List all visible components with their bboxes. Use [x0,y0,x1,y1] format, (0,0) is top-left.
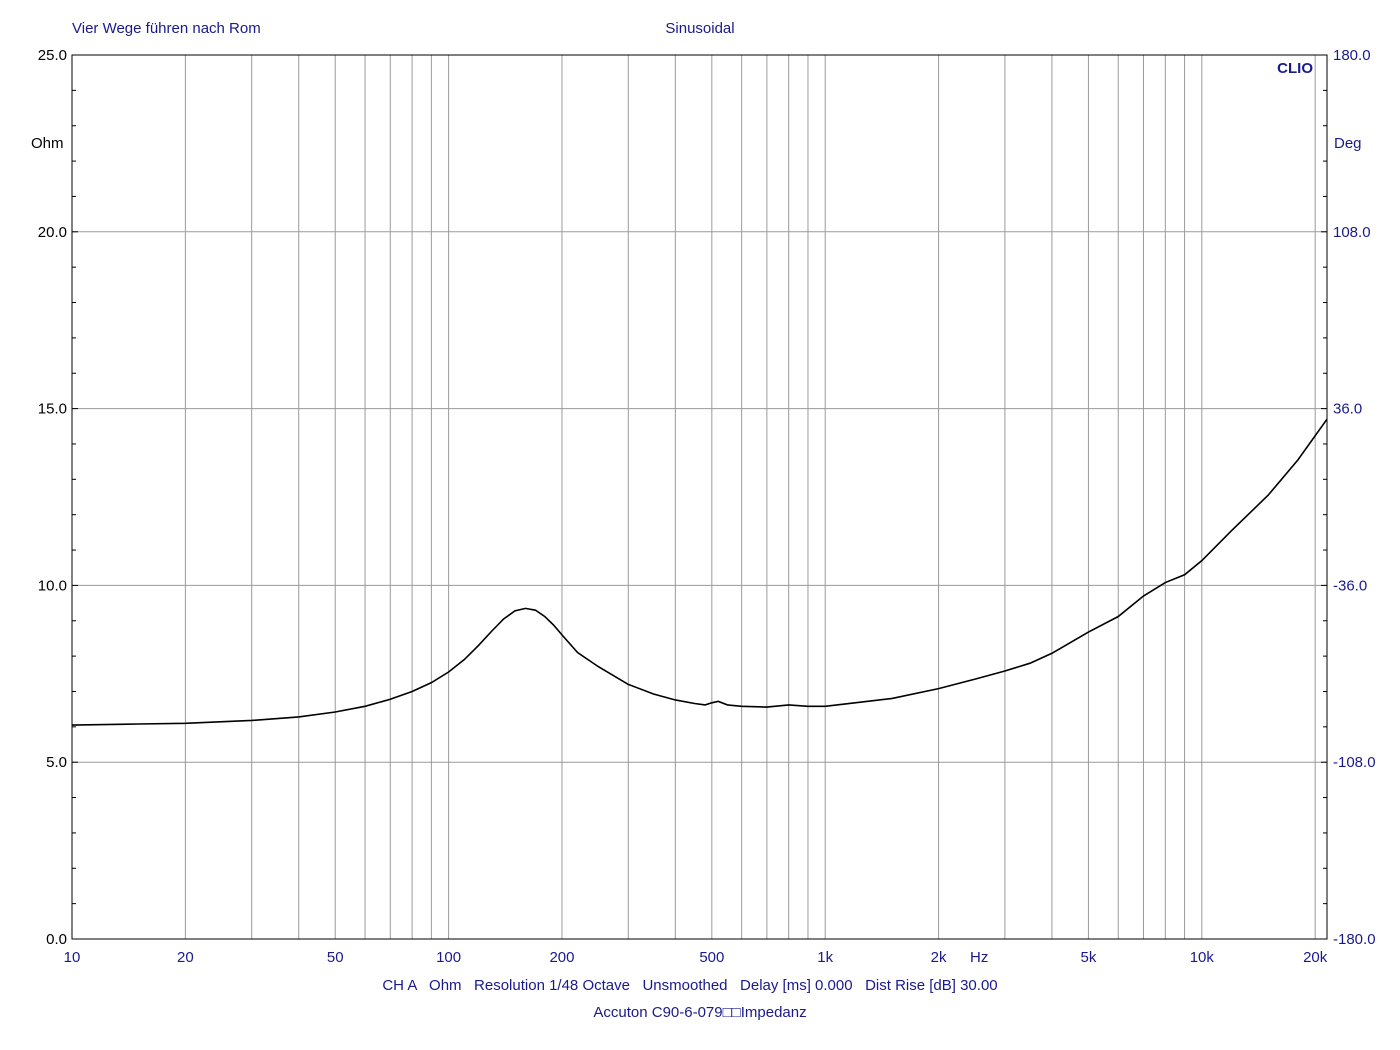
y2-tick-label: 180.0 [1333,47,1371,64]
y2-tick-labels: -180.0 -108.0 -36.0 36.0 108.0 180.0 [1333,47,1376,948]
x-tick-label: 5k [1081,949,1097,966]
x-tick-label: 20k [1303,949,1328,966]
y-tick-label: 5.0 [46,754,67,771]
center-title: Sinusoidal [665,20,734,37]
x-tick-label: 1k [817,949,833,966]
x-tick-label: 50 [327,949,344,966]
chart-caption: Accuton C90-6-079□□Impedanz [593,1004,806,1021]
y2-axis-label: Deg [1334,135,1362,152]
clio-brand: CLIO [1277,60,1313,77]
x-unit-label: Hz [970,949,988,966]
x-tick-label: 500 [699,949,724,966]
y2-tick-label: -180.0 [1333,931,1376,948]
impedance-curve [71,418,1328,726]
y2-tick-label: -36.0 [1333,577,1367,594]
y-tick-label: 10.0 [38,577,67,594]
minor-ticks [72,54,1327,940]
x-tick-label: 100 [436,949,461,966]
y2-tick-label: -108.0 [1333,754,1376,771]
y2-tick-label: 108.0 [1333,224,1371,241]
x-tick-label: 10 [64,949,81,966]
left-title: Vier Wege führen nach Rom [72,20,261,37]
y-tick-labels: 0.0 5.0 10.0 15.0 20.0 25.0 [38,47,67,948]
y-axis-label: Ohm [31,135,64,152]
x-tick-labels: 10 20 50 100 200 500 1k 2k 5k 10k 20k [64,949,1328,966]
settings-line: CH A Ohm Resolution 1/48 Octave Unsmooth… [382,977,997,994]
x-tick-label: 10k [1190,949,1215,966]
plot-frame [71,54,1328,940]
y-tick-label: 20.0 [38,224,67,241]
grid-lines [72,55,1327,939]
y-tick-label: 25.0 [38,47,67,64]
y-tick-label: 0.0 [46,931,67,948]
y-tick-label: 15.0 [38,401,67,418]
x-tick-label: 200 [549,949,574,966]
x-tick-label: 2k [931,949,947,966]
y2-tick-label: 36.0 [1333,401,1362,418]
x-tick-label: 20 [177,949,194,966]
